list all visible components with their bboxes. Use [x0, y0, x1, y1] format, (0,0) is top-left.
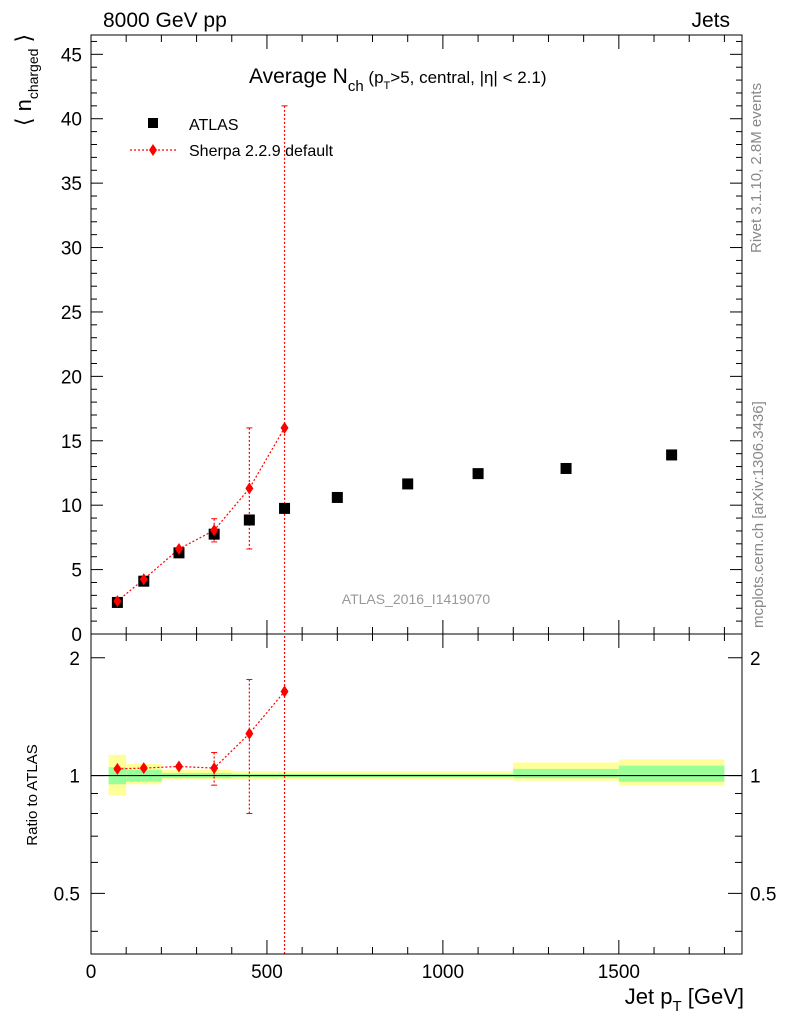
ratio-sherpa-line	[117, 691, 286, 770]
main-title: Average Nch (pT>5, central, |η| < 2.1)	[249, 65, 547, 95]
mcplots-label: mcplots.cern.ch [arXiv:1306.3436]	[750, 401, 767, 628]
ratio-sherpa-point	[174, 760, 183, 773]
atlas-point	[560, 462, 572, 474]
ratio-uncertainty-band-inner	[618, 765, 725, 782]
x-axis-label: Jet pT [GeV]	[625, 984, 744, 1015]
y-tick-label: 5	[71, 561, 82, 582]
ratio-y-tick-label-right: 1	[750, 767, 761, 788]
y-tick-label: 45	[61, 45, 82, 66]
x-tick-label: 1500	[598, 962, 640, 983]
y-tick-label: 20	[61, 367, 82, 388]
legend-marker-atlas	[148, 118, 158, 128]
rivet-label: Rivet 3.1.10, 2.8M events	[748, 83, 765, 253]
x-tick-label: 1000	[422, 962, 464, 983]
sherpa-line	[117, 427, 286, 602]
sherpa-point	[139, 573, 148, 586]
sherpa-point	[210, 524, 219, 537]
atlas-point	[331, 491, 343, 503]
legend: ATLAS Sherpa 2.2.9 default	[130, 117, 334, 160]
ratio-y-tick-label: 0.5	[54, 884, 80, 905]
energy-label: 8000 GeV pp	[103, 9, 227, 32]
sherpa-point	[113, 595, 122, 608]
legend-label-sherpa: Sherpa 2.2.9 default	[189, 143, 334, 160]
ratio-sherpa-point	[280, 685, 289, 698]
y-tick-label: 35	[61, 174, 82, 195]
ratio-sherpa-point	[139, 762, 148, 775]
y-tick-label: 30	[61, 239, 82, 260]
atlas-point	[402, 478, 414, 490]
sherpa-point	[280, 421, 289, 434]
ratio-sherpa-point	[113, 762, 122, 775]
ratio-y-tick-label: 1	[69, 767, 80, 788]
ratio-y-tick-label: 2	[69, 649, 80, 670]
ratio-frame	[90, 633, 743, 955]
atlas-point	[279, 502, 291, 514]
y-tick-label: 40	[61, 110, 82, 131]
sherpa-point	[174, 542, 183, 555]
ratio-uncertainty-band-inner	[513, 768, 619, 779]
legend-label-atlas: ATLAS	[189, 117, 239, 134]
y-tick-label: 0	[71, 625, 82, 646]
svg-text:⟨ ncharged ⟩: ⟨ ncharged ⟩	[11, 34, 41, 126]
ratio-y-tick-label-right: 0.5	[750, 884, 776, 905]
legend-marker-sherpa	[149, 144, 157, 156]
x-tick-label: 500	[251, 962, 283, 983]
y-tick-label: 10	[61, 496, 82, 517]
ratio-ylabel: Ratio to ATLAS	[24, 744, 41, 845]
watermark-label: ATLAS_2016_I1419070	[342, 591, 491, 607]
x-tick-label: 0	[86, 962, 97, 983]
ratio-y-tick-label-right: 2	[750, 649, 761, 670]
atlas-point	[666, 449, 678, 461]
y-tick-label: 25	[61, 303, 82, 324]
y-tick-label: 15	[61, 432, 82, 453]
ratio-sherpa-point	[210, 762, 219, 775]
ratio-sherpa-point	[245, 727, 254, 740]
atlas-point	[243, 514, 255, 526]
atlas-point	[472, 468, 484, 480]
main-ylabel: ⟨ ncharged ⟩	[11, 34, 41, 126]
process-label: Jets	[691, 9, 730, 32]
sherpa-point	[245, 482, 254, 495]
